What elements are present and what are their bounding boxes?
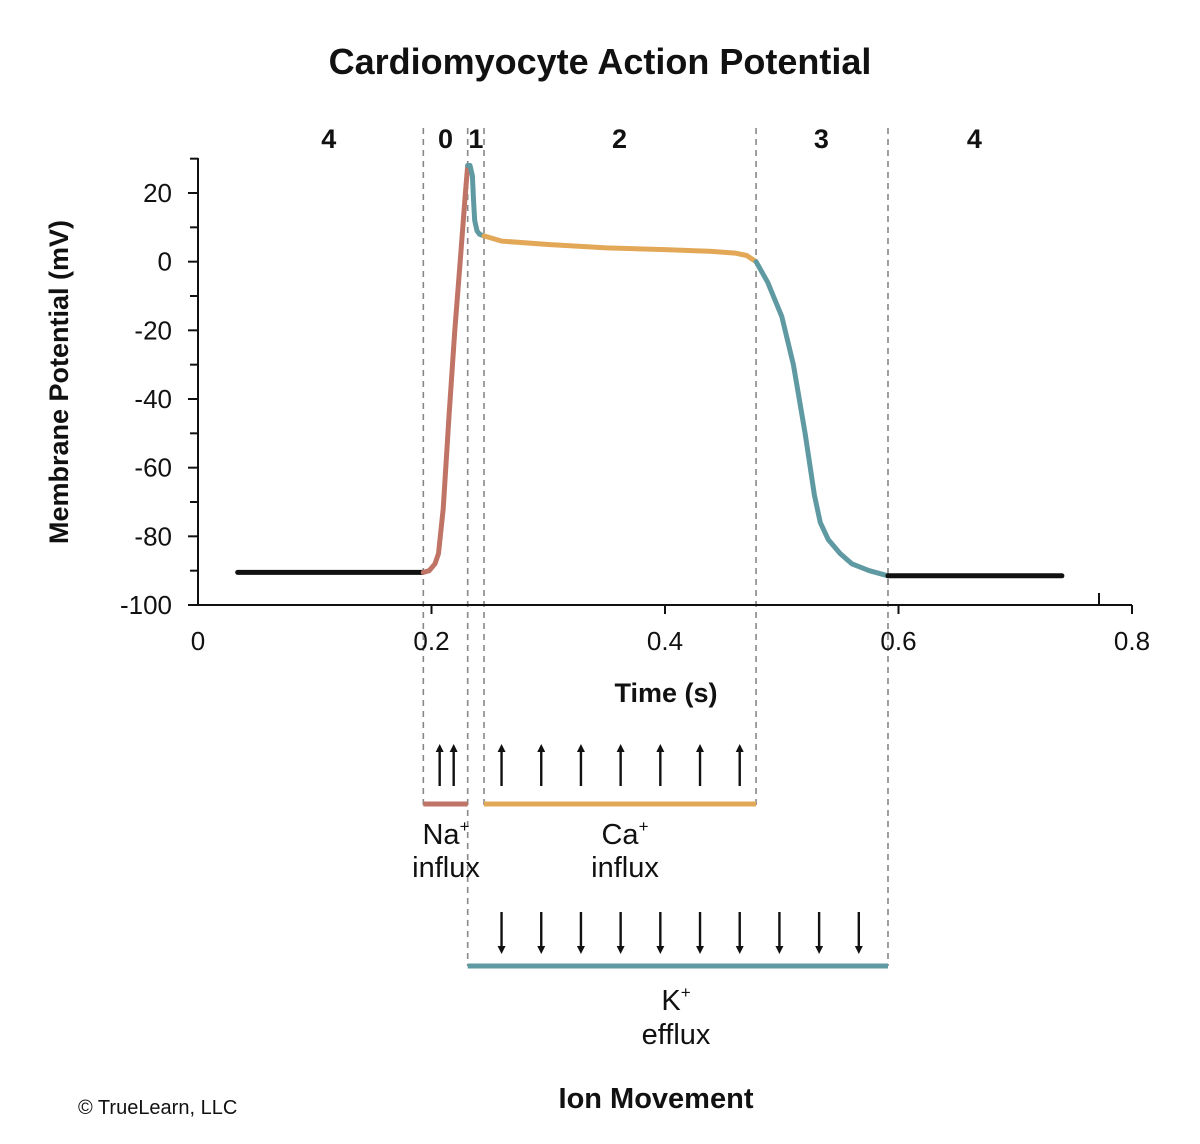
phase-label: 0 bbox=[438, 124, 453, 154]
y-tick-label: 0 bbox=[158, 247, 172, 277]
phase-2-segment bbox=[481, 233, 759, 265]
x-tick-label: 0 bbox=[191, 626, 205, 656]
x-ticks: 0 0.2 0.4 0.6 0.8 bbox=[191, 593, 1150, 656]
potassium-label: efflux bbox=[642, 1019, 711, 1051]
y-tick-label: -20 bbox=[134, 315, 172, 345]
chart-title: Cardiomyocyte Action Potential bbox=[329, 41, 872, 82]
x-axis-label: Time (s) bbox=[614, 678, 717, 708]
y-tick-label: 20 bbox=[143, 178, 172, 208]
phase-label: 4 bbox=[967, 124, 982, 154]
phase-label: 4 bbox=[321, 124, 336, 154]
x-tick-label: 0.6 bbox=[880, 626, 916, 656]
phase-label: 1 bbox=[468, 124, 483, 154]
calcium-label: influx bbox=[591, 852, 659, 884]
y-tick-label: -40 bbox=[134, 384, 172, 414]
action-potential-curve bbox=[235, 163, 1065, 579]
phase-1-segment bbox=[465, 163, 487, 239]
sodium-label: influx bbox=[412, 852, 480, 884]
y-axis-label: Membrane Potential (mV) bbox=[44, 220, 74, 544]
calcium-ion: Ca+ bbox=[601, 817, 648, 851]
phase-label: 2 bbox=[612, 124, 627, 154]
phase-boundary-lines bbox=[422, 128, 889, 966]
axes: 20 0 -20 -40 -60 -80 -100 0 0.2 0.4 0.6 0.8 bbox=[120, 157, 1150, 656]
x-tick-label: 0.4 bbox=[647, 626, 683, 656]
phase-0-segment bbox=[420, 163, 471, 575]
copyright-text: © TrueLearn, LLC bbox=[78, 1097, 237, 1119]
phase-label: 3 bbox=[814, 124, 829, 154]
x-tick-label: 0.2 bbox=[413, 626, 449, 656]
ion-movement-title: Ion Movement bbox=[559, 1083, 754, 1115]
y-tick-label: -100 bbox=[120, 590, 172, 620]
phase-3-segment bbox=[753, 259, 891, 579]
x-tick-label: 0.8 bbox=[1114, 626, 1150, 656]
sodium-ion: Na+ bbox=[422, 817, 469, 851]
y-tick-label: -60 bbox=[134, 453, 172, 483]
potassium-ion: K+ bbox=[661, 983, 690, 1017]
y-tick-label: -80 bbox=[134, 521, 172, 551]
y-ticks: 20 0 -20 -40 -60 -80 -100 bbox=[120, 157, 198, 620]
